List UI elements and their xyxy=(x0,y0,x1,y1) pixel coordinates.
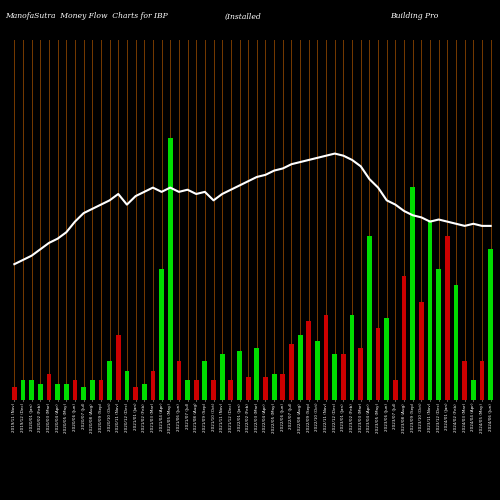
Bar xyxy=(202,360,207,400)
Bar xyxy=(237,351,242,400)
Bar xyxy=(38,384,42,400)
Bar xyxy=(263,377,268,400)
Bar xyxy=(12,387,16,400)
Bar xyxy=(332,354,337,400)
Bar xyxy=(445,236,450,400)
Bar xyxy=(211,380,216,400)
Bar xyxy=(306,322,311,400)
Bar xyxy=(185,380,190,400)
Bar xyxy=(194,380,198,400)
Bar xyxy=(272,374,276,400)
Bar xyxy=(410,188,415,400)
Bar xyxy=(133,387,138,400)
Bar xyxy=(150,370,156,400)
Bar xyxy=(428,220,432,400)
Bar xyxy=(419,302,424,400)
Bar xyxy=(168,138,172,400)
Bar xyxy=(324,315,328,400)
Bar xyxy=(358,348,363,400)
Bar xyxy=(20,380,25,400)
Bar xyxy=(159,269,164,400)
Text: ManofaSutra  Money Flow  Charts for IBP: ManofaSutra Money Flow Charts for IBP xyxy=(5,12,168,20)
Bar xyxy=(280,374,285,400)
Bar xyxy=(254,348,259,400)
Bar xyxy=(436,269,441,400)
Bar xyxy=(107,360,112,400)
Bar xyxy=(462,360,467,400)
Bar xyxy=(228,380,233,400)
Bar xyxy=(116,334,120,400)
Bar xyxy=(56,384,60,400)
Bar xyxy=(480,360,484,400)
Bar xyxy=(90,380,94,400)
Bar xyxy=(176,360,182,400)
Bar xyxy=(72,380,78,400)
Bar xyxy=(376,328,380,400)
Bar xyxy=(98,380,103,400)
Bar xyxy=(46,374,52,400)
Bar xyxy=(402,276,406,400)
Text: Building Pro: Building Pro xyxy=(390,12,438,20)
Bar xyxy=(341,354,346,400)
Bar xyxy=(30,380,34,400)
Bar xyxy=(393,380,398,400)
Text: (Installed: (Installed xyxy=(225,12,262,20)
Bar xyxy=(350,315,354,400)
Bar xyxy=(64,384,68,400)
Bar xyxy=(488,250,493,400)
Bar xyxy=(142,384,146,400)
Bar xyxy=(289,344,294,400)
Bar xyxy=(367,236,372,400)
Bar xyxy=(315,341,320,400)
Bar xyxy=(246,377,250,400)
Bar xyxy=(298,334,302,400)
Bar xyxy=(124,370,130,400)
Bar xyxy=(471,380,476,400)
Bar xyxy=(81,387,86,400)
Bar xyxy=(454,286,458,400)
Bar xyxy=(384,318,389,400)
Bar xyxy=(220,354,224,400)
